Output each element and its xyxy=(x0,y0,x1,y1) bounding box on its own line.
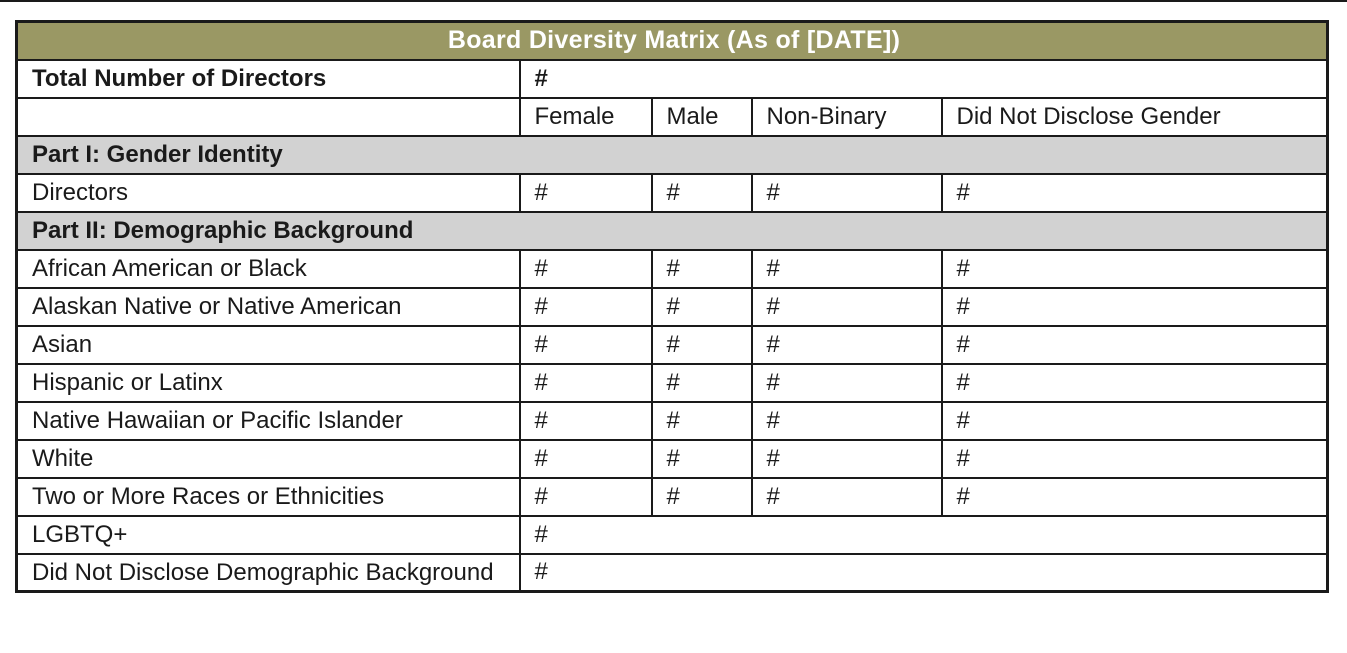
gender-columns-empty-cell xyxy=(15,96,521,137)
cell-non-binary: # xyxy=(750,476,943,517)
gender-columns-row: Female Male Non-Binary Did Not Disclose … xyxy=(15,96,1329,137)
row-label: Two or More Races or Ethnicities xyxy=(15,476,521,517)
matrix-title: Board Diversity Matrix (As of [DATE]) xyxy=(15,20,1329,61)
row-two-or-more-races-or-ethnicities: Two or More Races or Ethnicities # # # # xyxy=(15,476,1329,517)
row-white: White # # # # xyxy=(15,438,1329,479)
cell-dnd-gender: # xyxy=(940,286,1329,327)
part2-header-row: Part II: Demographic Background xyxy=(15,210,1329,251)
cell-male: # xyxy=(650,248,753,289)
row-alaskan-native-or-native-american: Alaskan Native or Native American # # # … xyxy=(15,286,1329,327)
cell-female: # xyxy=(518,324,653,365)
cell-non-binary: # xyxy=(750,400,943,441)
cell-female: # xyxy=(518,286,653,327)
cell-dnd-gender: # xyxy=(940,362,1329,403)
cell-dnd-gender: # xyxy=(940,248,1329,289)
cell-female: # xyxy=(518,438,653,479)
cell-non-binary: # xyxy=(750,324,943,365)
col-header-male: Male xyxy=(650,96,753,137)
row-label: Hispanic or Latinx xyxy=(15,362,521,403)
matrix-title-row: Board Diversity Matrix (As of [DATE]) xyxy=(15,20,1329,61)
dnd-demographic-value: # xyxy=(518,552,1329,593)
row-african-american-or-black: African American or Black # # # # xyxy=(15,248,1329,289)
part1-header: Part I: Gender Identity xyxy=(15,134,1329,175)
directors-row: Directors # # # # xyxy=(15,172,1329,213)
cell-dnd-gender: # xyxy=(940,476,1329,517)
cell-dnd-gender: # xyxy=(940,438,1329,479)
page-top-rule xyxy=(0,0,1347,2)
cell-non-binary: # xyxy=(750,438,943,479)
cell-non-binary: # xyxy=(750,286,943,327)
row-label: LGBTQ+ xyxy=(15,514,521,555)
row-label: African American or Black xyxy=(15,248,521,289)
directors-label: Directors xyxy=(15,172,521,213)
cell-male: # xyxy=(650,362,753,403)
total-directors-value: # xyxy=(518,58,1329,99)
col-header-female: Female xyxy=(518,96,653,137)
col-header-did-not-disclose-gender: Did Not Disclose Gender xyxy=(940,96,1329,137)
row-label: Did Not Disclose Demographic Background xyxy=(15,552,521,593)
row-native-hawaiian-or-pacific-islander: Native Hawaiian or Pacific Islander # # … xyxy=(15,400,1329,441)
row-did-not-disclose-demographic: Did Not Disclose Demographic Background … xyxy=(15,552,1329,593)
row-lgbtq: LGBTQ+ # xyxy=(15,514,1329,555)
cell-non-binary: # xyxy=(750,248,943,289)
cell-male: # xyxy=(650,400,753,441)
row-label: Alaskan Native or Native American xyxy=(15,286,521,327)
cell-female: # xyxy=(518,362,653,403)
cell-male: # xyxy=(650,476,753,517)
cell-female: # xyxy=(518,248,653,289)
cell-non-binary: # xyxy=(750,362,943,403)
directors-non-binary-value: # xyxy=(750,172,943,213)
part2-header: Part II: Demographic Background xyxy=(15,210,1329,251)
part1-header-row: Part I: Gender Identity xyxy=(15,134,1329,175)
row-asian: Asian # # # # xyxy=(15,324,1329,365)
row-label: White xyxy=(15,438,521,479)
board-diversity-matrix-table: Board Diversity Matrix (As of [DATE]) To… xyxy=(15,20,1330,593)
total-directors-row: Total Number of Directors # xyxy=(15,58,1329,99)
row-label: Asian xyxy=(15,324,521,365)
cell-male: # xyxy=(650,438,753,479)
col-header-non-binary: Non-Binary xyxy=(750,96,943,137)
directors-male-value: # xyxy=(650,172,753,213)
directors-dnd-gender-value: # xyxy=(940,172,1329,213)
cell-male: # xyxy=(650,286,753,327)
cell-female: # xyxy=(518,476,653,517)
row-hispanic-or-latinx: Hispanic or Latinx # # # # xyxy=(15,362,1329,403)
cell-female: # xyxy=(518,400,653,441)
directors-female-value: # xyxy=(518,172,653,213)
cell-dnd-gender: # xyxy=(940,400,1329,441)
row-label: Native Hawaiian or Pacific Islander xyxy=(15,400,521,441)
total-directors-label: Total Number of Directors xyxy=(15,58,521,99)
lgbtq-value: # xyxy=(518,514,1329,555)
cell-dnd-gender: # xyxy=(940,324,1329,365)
cell-male: # xyxy=(650,324,753,365)
